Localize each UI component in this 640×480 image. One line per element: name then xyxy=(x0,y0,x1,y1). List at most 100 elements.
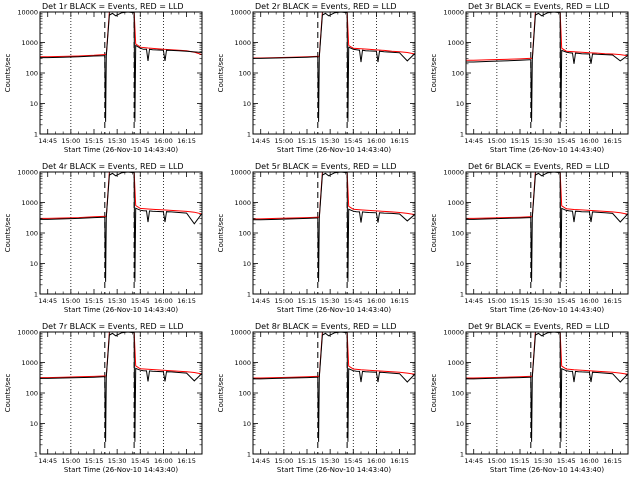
y-tick-label: 1000 xyxy=(447,39,464,47)
y-tick-label: 100 xyxy=(452,70,464,78)
x-tick-label: 15:15 xyxy=(85,457,104,465)
x-tick-label: 15:15 xyxy=(511,137,530,145)
y-axis-label: Counts/sec xyxy=(4,214,12,253)
events-series-line xyxy=(253,332,415,442)
y-tick-label: 10 xyxy=(30,420,38,428)
x-tick-label: 16:00 xyxy=(580,137,599,145)
detector-panel: Det 6r BLACK = Events, RED = LLD 1 10 100 10… xyxy=(430,162,629,314)
y-tick-label: 10 xyxy=(456,100,464,108)
x-tick-label: 15:45 xyxy=(131,297,150,305)
events-series-line xyxy=(253,172,415,282)
x-tick-label: 15:00 xyxy=(487,297,506,305)
lld-series-line xyxy=(466,332,628,379)
y-tick-label: 10 xyxy=(456,420,464,428)
y-tick-label: 100 xyxy=(452,390,464,398)
detector-panel: Det 8r BLACK = Events, RED = LLD 1 10 100 10… xyxy=(217,322,416,474)
panel-title: Det 9r BLACK = Events, RED = LLD xyxy=(468,322,610,331)
y-tick-label: 10000 xyxy=(17,329,38,337)
y-tick-label: 10000 xyxy=(230,9,251,17)
x-tick-label: 16:00 xyxy=(580,457,599,465)
x-tick-label: 16:15 xyxy=(390,297,409,305)
detector-panel: Det 5r BLACK = Events, RED = LLD 1 10 100 10… xyxy=(217,162,416,314)
lld-series-line xyxy=(253,172,415,220)
x-axis-label: Start Time (26-Nov-10 14:43:40) xyxy=(490,466,604,474)
x-axis-label: Start Time (26-Nov-10 14:43:40) xyxy=(64,466,178,474)
events-series-line xyxy=(253,12,415,122)
x-tick-label: 16:00 xyxy=(154,137,173,145)
y-tick-label: 10000 xyxy=(17,9,38,17)
y-tick-label: 10 xyxy=(243,260,251,268)
plot-frame xyxy=(465,11,629,135)
y-tick-label: 10 xyxy=(243,100,251,108)
x-tick-label: 15:15 xyxy=(298,297,317,305)
plot-frame xyxy=(252,171,416,295)
y-tick-label: 100 xyxy=(239,230,251,238)
panel-title: Det 4r BLACK = Events, RED = LLD xyxy=(42,162,184,171)
x-axis-label: Start Time (26-Nov-10 14:43:40) xyxy=(64,306,178,314)
events-series-line xyxy=(40,12,202,122)
events-series-line xyxy=(466,12,628,122)
y-tick-label: 1 xyxy=(34,131,38,139)
x-tick-label: 15:00 xyxy=(61,297,80,305)
x-tick-label: 15:45 xyxy=(344,297,363,305)
y-tick-label: 1000 xyxy=(21,199,38,207)
y-tick-label: 100 xyxy=(26,230,38,238)
x-tick-label: 16:15 xyxy=(390,457,409,465)
x-tick-label: 14:45 xyxy=(251,297,270,305)
x-tick-label: 15:30 xyxy=(321,137,340,145)
y-tick-label: 100 xyxy=(26,70,38,78)
detector-panel: Det 2r BLACK = Events, RED = LLD 1 10 100 10… xyxy=(217,2,416,154)
y-tick-label: 1 xyxy=(34,451,38,459)
x-tick-label: 16:15 xyxy=(177,297,196,305)
events-series-line xyxy=(40,172,202,282)
x-tick-label: 14:45 xyxy=(251,457,270,465)
y-tick-label: 100 xyxy=(239,390,251,398)
panel-title: Det 3r BLACK = Events, RED = LLD xyxy=(468,2,610,11)
x-tick-label: 15:15 xyxy=(511,297,530,305)
detector-panel: Det 7r BLACK = Events, RED = LLD 1 10 100 10… xyxy=(4,322,203,474)
y-tick-label: 10 xyxy=(30,100,38,108)
x-tick-label: 15:30 xyxy=(108,137,127,145)
y-tick-label: 10 xyxy=(456,260,464,268)
events-series-line xyxy=(40,332,202,442)
x-tick-label: 16:15 xyxy=(603,137,622,145)
y-axis-label: Counts/sec xyxy=(430,214,438,253)
panel-title: Det 1r BLACK = Events, RED = LLD xyxy=(42,2,184,11)
x-tick-label: 15:15 xyxy=(511,457,530,465)
events-series-line xyxy=(466,332,628,442)
y-tick-label: 100 xyxy=(452,230,464,238)
x-axis-label: Start Time (26-Nov-10 14:43:40) xyxy=(490,146,604,154)
y-tick-label: 10 xyxy=(243,420,251,428)
y-tick-label: 1 xyxy=(34,291,38,299)
x-axis-label: Start Time (26-Nov-10 14:43:40) xyxy=(490,306,604,314)
x-tick-label: 15:15 xyxy=(85,137,104,145)
x-tick-label: 16:00 xyxy=(580,297,599,305)
lld-series-line xyxy=(253,332,415,379)
panel-title: Det 8r BLACK = Events, RED = LLD xyxy=(255,322,397,331)
y-axis-label: Counts/sec xyxy=(4,374,12,413)
y-tick-label: 1000 xyxy=(234,359,251,367)
x-tick-label: 15:15 xyxy=(298,457,317,465)
plot-frame xyxy=(252,331,416,455)
x-tick-label: 16:15 xyxy=(177,457,196,465)
y-tick-label: 10000 xyxy=(443,9,464,17)
plot-frame xyxy=(465,331,629,455)
x-tick-label: 16:00 xyxy=(154,457,173,465)
y-axis-label: Counts/sec xyxy=(430,374,438,413)
x-tick-label: 16:15 xyxy=(603,297,622,305)
x-tick-label: 16:00 xyxy=(367,137,386,145)
lld-series-line xyxy=(466,12,628,61)
plot-frame xyxy=(39,11,203,135)
x-tick-label: 15:00 xyxy=(61,457,80,465)
x-axis-label: Start Time (26-Nov-10 14:43:40) xyxy=(277,146,391,154)
y-tick-label: 100 xyxy=(239,70,251,78)
y-tick-label: 1 xyxy=(247,131,251,139)
x-tick-label: 15:00 xyxy=(274,137,293,145)
x-tick-label: 15:30 xyxy=(534,457,553,465)
lld-series-line xyxy=(253,12,415,59)
lld-series-line xyxy=(40,12,202,58)
y-tick-label: 10000 xyxy=(443,329,464,337)
x-tick-label: 16:00 xyxy=(367,297,386,305)
x-tick-label: 16:15 xyxy=(390,137,409,145)
panel-title: Det 5r BLACK = Events, RED = LLD xyxy=(255,162,397,171)
